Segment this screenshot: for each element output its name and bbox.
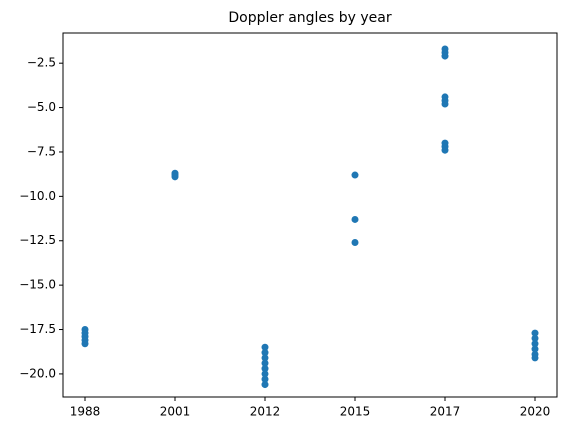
point: [351, 171, 359, 179]
plot-frame: [62, 32, 558, 398]
chart-title: Doppler angles by year: [228, 10, 392, 26]
point: [261, 343, 269, 351]
point: [351, 215, 359, 223]
point: [531, 354, 539, 362]
point: [351, 239, 359, 247]
y-tick-label: −17.5: [19, 322, 56, 336]
y-tick-label: −15.0: [19, 278, 56, 292]
point: [531, 329, 539, 337]
point: [261, 381, 269, 389]
x-tick-label: 2020: [520, 405, 551, 419]
y-tick-label: −10.0: [19, 189, 56, 203]
point: [441, 146, 449, 154]
y-tick-label: −2.5: [27, 56, 56, 70]
x-tick-label: 2012: [250, 405, 281, 419]
point: [531, 334, 539, 342]
point: [261, 370, 269, 378]
point: [81, 340, 89, 348]
x-tick-label: 1988: [70, 405, 101, 419]
x-tick-label: 2017: [430, 405, 461, 419]
point: [261, 349, 269, 357]
x-tick-label: 2015: [340, 405, 371, 419]
point: [441, 52, 449, 60]
y-tick-label: −12.5: [19, 233, 56, 247]
point: [261, 375, 269, 383]
point: [531, 340, 539, 348]
point: [171, 173, 179, 181]
point: [531, 345, 539, 353]
y-tick-label: −5.0: [27, 100, 56, 114]
point: [441, 100, 449, 108]
point: [261, 354, 269, 362]
point: [261, 359, 269, 367]
y-tick-label: −7.5: [27, 144, 56, 158]
point: [261, 365, 269, 373]
x-tick-label: 2001: [160, 405, 191, 419]
y-tick-label: −20.0: [19, 366, 56, 380]
